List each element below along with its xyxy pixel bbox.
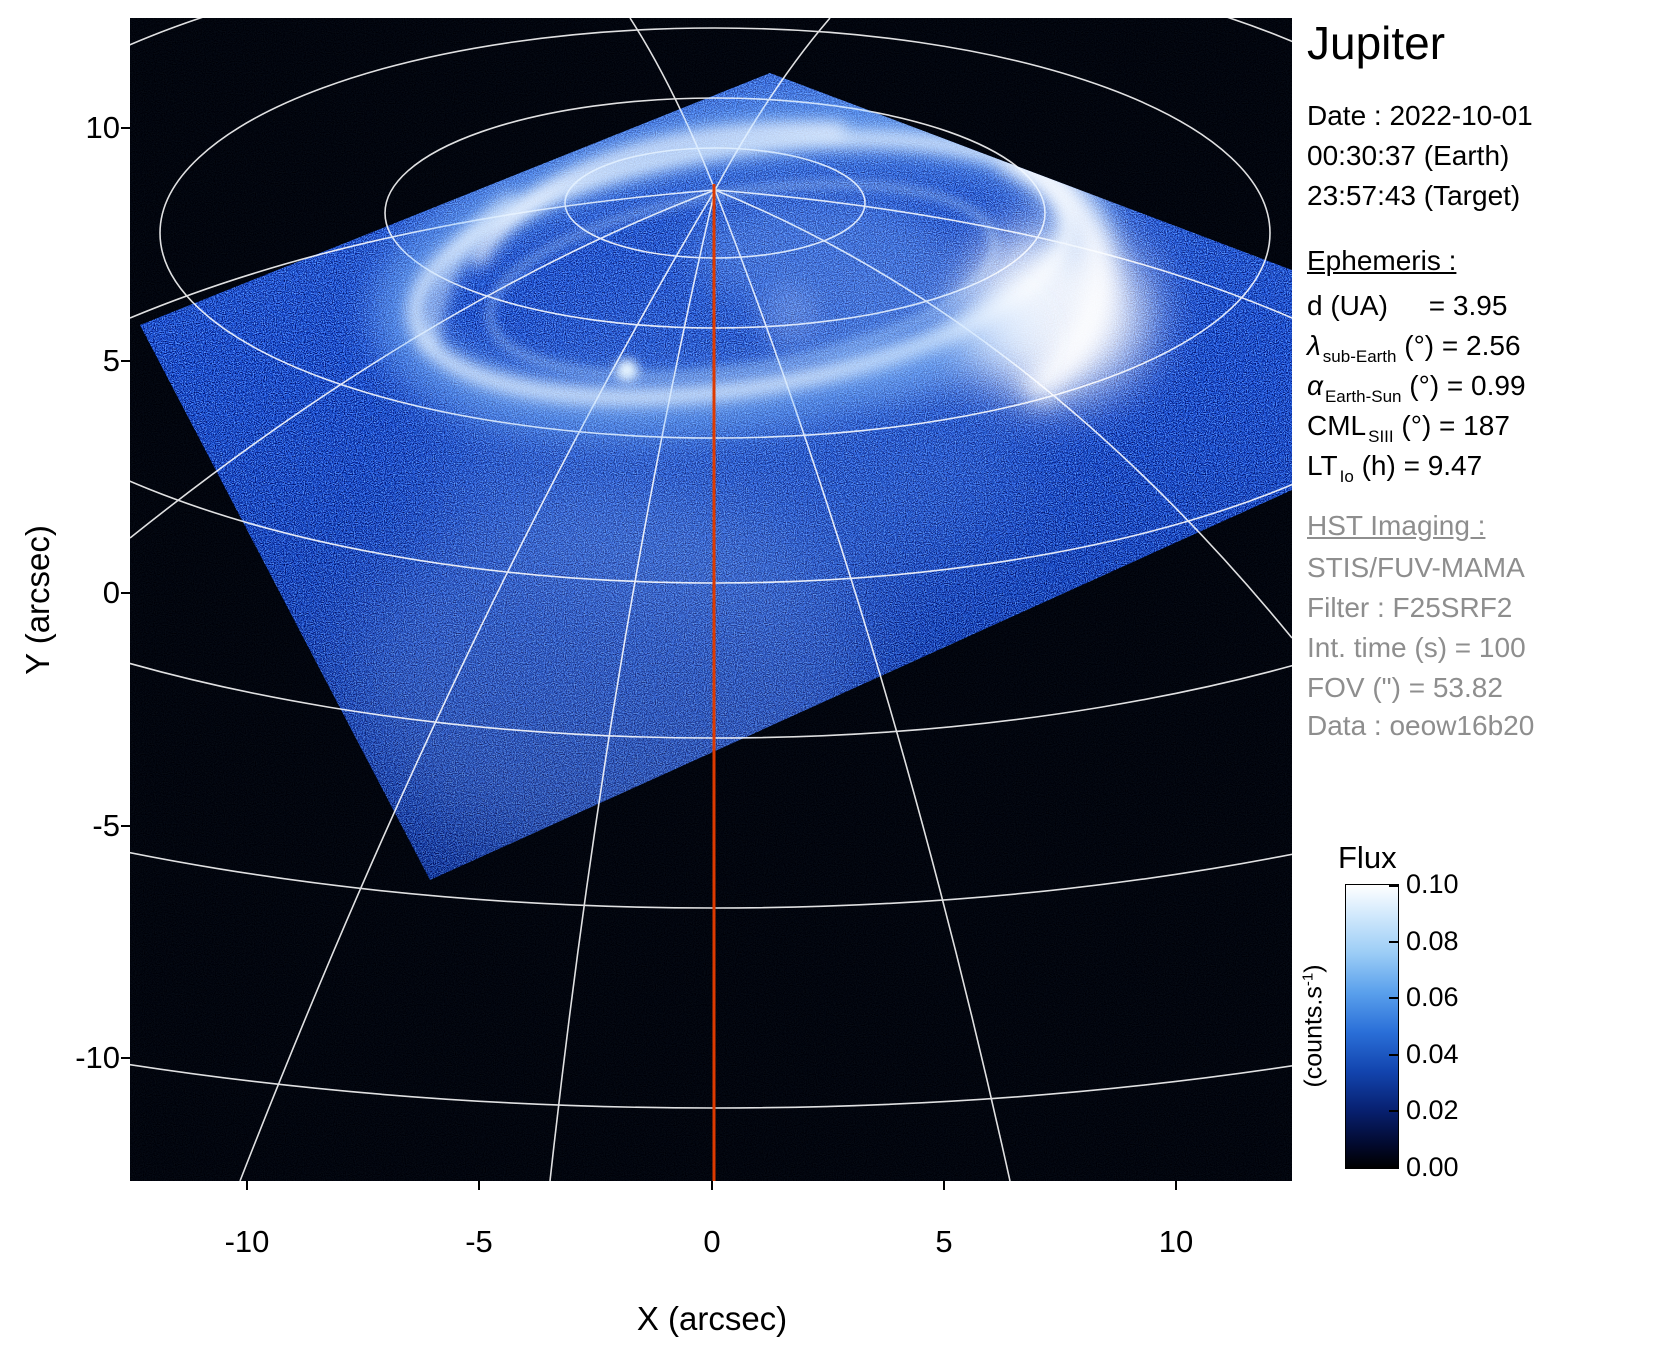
colorbar-tick [1389,885,1398,887]
y-tick-mark [121,360,130,362]
hst-instrument-line: STIS/FUV-MAMA [1307,552,1525,583]
x-tick-mark [1175,1181,1177,1190]
ephemeris-row-alpha: α Earth-Sun (°) = 0.99 [1307,370,1526,406]
y-tick-label: 10 [85,110,120,145]
x-tick-mark [478,1181,480,1190]
x-tick-mark [943,1181,945,1190]
earth-time-line: 00:30:37 (Earth) [1307,140,1510,171]
colorbar [1345,884,1399,1169]
x-tick-label: 0 [703,1224,721,1259]
hst-data-line: Data : oeow16b20 [1307,710,1535,741]
colorbar-tick [1389,1110,1398,1113]
colorbar-tick [1389,1166,1398,1168]
y-tick-mark [121,825,130,827]
y-tick-mark [121,127,130,129]
colorbar-tick-label: 0.00 [1406,1152,1459,1182]
hst-int-time-line: Int. time (s) = 100 [1307,632,1526,663]
colorbar-tick-label: 0.04 [1406,1039,1459,1069]
date-line: Date : 2022-10-01 [1307,100,1533,131]
colorbar-tick [1389,940,1398,943]
x-tick-mark [246,1181,248,1190]
colorbar-tick-label: 0.10 [1406,869,1459,899]
y-tick-label: 5 [102,343,120,378]
plot-area [130,18,1292,1181]
ephemeris-row-lt-io: LT Io (h) = 9.47 [1307,450,1483,486]
colorbar-tick [1389,1053,1398,1056]
ephemeris-row-distance: d (UA) = 3.95 [1307,290,1508,321]
page-title: Jupiter [1307,17,1446,69]
hst-filter-line: Filter : F25SRF2 [1307,592,1513,623]
x-axis-label: X (arcsec) [636,1300,788,1337]
x-tick-label: -10 [224,1224,270,1259]
y-tick-label: -5 [92,808,120,843]
colorbar-tick-label: 0.02 [1406,1095,1459,1125]
io-footprint-spot [616,359,638,381]
x-tick-label: 5 [935,1224,953,1259]
colorbar-tick-label: 0.08 [1406,926,1459,956]
hst-fov-line: FOV (") = 53.82 [1307,672,1503,703]
target-time-line: 23:57:43 (Target) [1307,180,1521,211]
colorbar-title: Flux [1338,840,1397,875]
y-tick-mark [121,592,130,594]
x-tick-label: -5 [465,1224,493,1259]
colorbar-tick [1389,997,1398,1000]
colorbar-tick-label: 0.06 [1406,982,1459,1012]
auroral-oval [373,99,1150,437]
hst-imaging-heading: HST Imaging : [1307,510,1486,541]
x-tick-label: 10 [1158,1224,1194,1259]
y-tick-mark [121,1057,130,1059]
x-tick-mark [711,1181,713,1190]
ephemeris-row-lambda: λ sub-Earth (°) = 2.56 [1307,330,1521,366]
ephemeris-heading: Ephemeris : [1307,245,1457,276]
colorbar-unit-label: (counts.s-1) [1299,964,1328,1088]
y-tick-label: -10 [75,1040,120,1075]
aurora-image [130,18,1292,1181]
ephemeris-row-cml: CML SIII (°) = 187 [1307,410,1510,446]
y-tick-label: 0 [102,575,120,610]
